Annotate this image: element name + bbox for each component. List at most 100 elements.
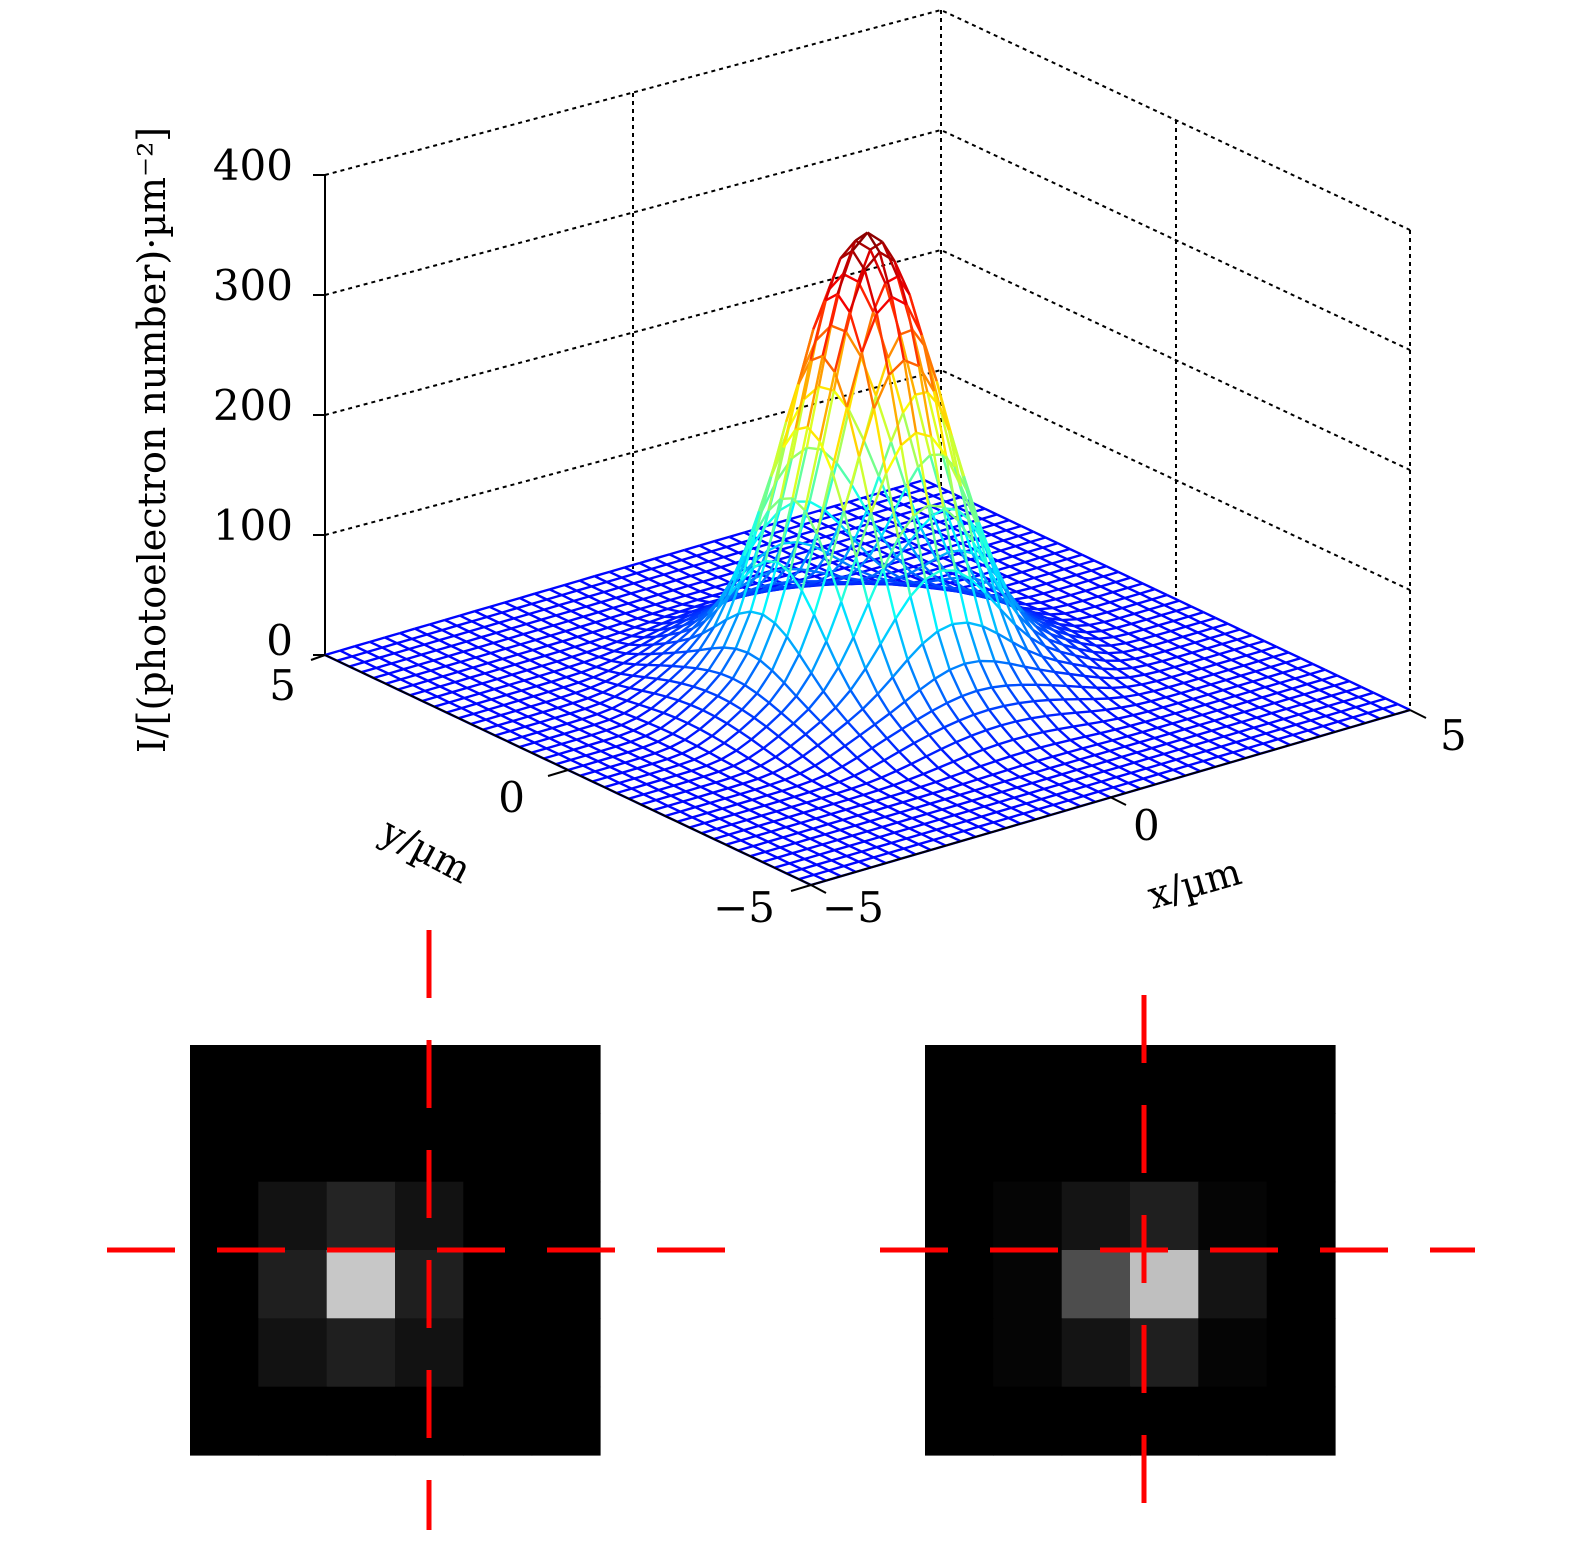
mesh-segment: [893, 827, 910, 834]
mesh-segment: [642, 598, 656, 606]
mesh-segment: [902, 394, 917, 414]
mesh-segment: [936, 824, 952, 831]
mesh-segment: [699, 728, 713, 737]
mesh-segment: [849, 547, 863, 555]
mesh-segment: [562, 640, 576, 648]
mesh-segment: [849, 689, 864, 710]
mesh-segment: [1171, 671, 1187, 679]
mesh-segment: [644, 664, 661, 679]
mesh-segment: [573, 599, 587, 608]
mesh-segment: [546, 593, 563, 601]
mesh-segment: [1156, 726, 1171, 735]
mesh-segment: [477, 646, 492, 655]
mesh-segment: [759, 659, 773, 672]
mesh-segment: [931, 701, 948, 713]
mesh-segment: [758, 820, 775, 828]
mesh-segment: [776, 856, 791, 865]
mesh-segment: [1000, 549, 1014, 558]
mesh-segment: [1246, 696, 1263, 703]
mesh-segment: [869, 815, 886, 823]
mesh-segment: [974, 784, 991, 792]
mesh-segment: [1205, 749, 1219, 758]
mesh-segment: [1091, 611, 1108, 618]
mesh-segment: [752, 840, 769, 848]
mesh-segment: [1372, 691, 1387, 700]
mesh-segment: [669, 598, 683, 606]
mesh-segment: [1193, 744, 1207, 753]
mesh-segment: [1223, 730, 1240, 738]
mesh-segment: [1054, 742, 1069, 754]
mesh-segment: [804, 720, 822, 736]
mesh-segment: [473, 708, 489, 716]
mesh-segment: [521, 735, 535, 744]
mesh-segment: [827, 823, 841, 832]
mesh-segment: [1114, 676, 1130, 680]
mesh-segment: [861, 708, 876, 726]
mesh-segment: [677, 816, 693, 823]
mesh-segment: [878, 487, 895, 495]
mesh-segment: [633, 777, 648, 786]
mesh-segment: [1166, 738, 1183, 745]
mesh-segment: [987, 567, 1002, 610]
mesh-segment: [381, 642, 398, 649]
mesh-segment: [641, 689, 655, 695]
mesh-segment: [923, 818, 940, 826]
mesh-segment: [698, 626, 716, 651]
mesh-segment: [508, 683, 522, 692]
mesh-segment: [1153, 690, 1167, 699]
mesh-segment: [543, 608, 557, 617]
mesh-segment: [1370, 701, 1384, 710]
mesh-segment: [699, 540, 715, 547]
mesh-segment: [1060, 573, 1077, 581]
mesh-segment: [781, 789, 795, 798]
mesh-segment: [813, 873, 827, 882]
mesh-segment: [1367, 711, 1381, 720]
mesh-segment: [435, 644, 452, 652]
mesh-segment: [713, 594, 731, 628]
mesh-segment: [869, 249, 887, 284]
mesh-segment: [857, 814, 871, 823]
mesh-segment: [1092, 650, 1109, 655]
mesh-segment: [812, 823, 829, 830]
mesh-segment: [990, 529, 1007, 536]
mesh-segment: [692, 669, 710, 688]
mesh-segment: [1108, 695, 1124, 700]
mesh-segment: [1253, 726, 1267, 735]
mesh-segment: [747, 757, 762, 767]
mesh-segment: [424, 685, 441, 693]
mesh-segment: [914, 807, 928, 815]
mesh-segment: [903, 847, 917, 856]
mesh-segment: [1188, 657, 1205, 664]
mesh-segment: [1034, 771, 1048, 780]
mesh-segment: [1012, 550, 1029, 558]
mesh-segment: [1109, 596, 1126, 604]
mesh-segment: [586, 651, 600, 659]
mesh-segment: [559, 645, 576, 653]
mesh-segment: [922, 564, 940, 582]
mesh-segment: [944, 455, 960, 521]
mesh-segment: [366, 646, 383, 654]
heatmap-cell: [1266, 1386, 1336, 1456]
mesh-segment: [686, 633, 703, 653]
mesh-segment: [908, 772, 924, 781]
mesh-segment: [1059, 650, 1076, 657]
mesh-segment: [1021, 764, 1036, 774]
mesh-segment: [874, 712, 891, 726]
mesh-segment: [514, 663, 528, 672]
mesh-segment: [1145, 767, 1159, 776]
mesh-segment: [1346, 685, 1362, 693]
mesh-segment: [636, 762, 653, 770]
mesh-segment: [565, 676, 579, 684]
mesh-segment: [575, 691, 589, 700]
mesh-segment: [530, 700, 547, 708]
mesh-segment: [654, 603, 668, 611]
mesh-segment: [657, 740, 671, 749]
mesh-segment: [996, 513, 1010, 522]
mesh-segment: [412, 679, 429, 687]
mesh-segment: [1083, 675, 1098, 689]
mesh-segment: [1124, 596, 1138, 605]
mesh-segment: [636, 767, 650, 776]
mesh-segment: [633, 582, 647, 591]
mesh-segment: [861, 850, 875, 859]
mesh-segment: [1103, 616, 1120, 624]
